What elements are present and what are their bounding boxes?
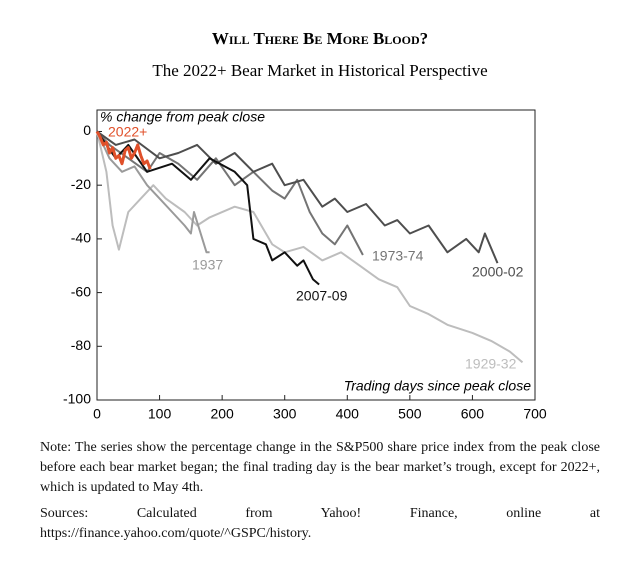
- series-label: 1973-74: [372, 248, 424, 264]
- x-tick-label: 200: [210, 406, 234, 422]
- x-tick-label: 300: [273, 406, 297, 422]
- series-line: [96, 130, 499, 264]
- series-label: 1929-32: [465, 356, 517, 372]
- series-line: [96, 131, 210, 254]
- x-tick-label: 600: [461, 406, 485, 422]
- series-line: [95, 130, 152, 170]
- note: Note: The series show the percentage cha…: [40, 440, 600, 495]
- x-tick-label: 400: [336, 406, 360, 422]
- y-tick-label: 0: [83, 122, 91, 138]
- series-label: 2022+: [108, 124, 147, 140]
- chart-title: Will There Be More Blood?: [212, 29, 428, 48]
- x-axis-label: Trading days since peak close: [344, 378, 531, 394]
- x-tick-label: 0: [93, 406, 101, 422]
- series-line: [96, 130, 320, 286]
- y-tick-label: -60: [71, 283, 91, 299]
- chart: Will There Be More Blood? The 2022+ Bear…: [63, 29, 547, 422]
- series-line: [96, 131, 524, 364]
- x-tick-label: 100: [148, 406, 172, 422]
- y-tick-label: -100: [63, 391, 91, 407]
- sources: Sources: Calculated from Yahoo! Finance,…: [40, 506, 600, 541]
- series-line: [96, 130, 364, 256]
- x-tick-label: 700: [523, 406, 547, 422]
- plot-frame: [96, 109, 536, 401]
- y-tick-label: -80: [71, 337, 91, 353]
- y-axis-label: % change from peak close: [100, 109, 265, 125]
- y-tick-label: -20: [71, 176, 91, 192]
- y-tick-label: -40: [71, 230, 91, 246]
- x-tick-label: 500: [398, 406, 422, 422]
- series-label: 2007-09: [296, 288, 348, 304]
- series-label: 2000-02: [472, 264, 524, 280]
- series-label: 1937: [192, 257, 223, 273]
- chart-subtitle: The 2022+ Bear Market in Historical Pers…: [152, 61, 487, 80]
